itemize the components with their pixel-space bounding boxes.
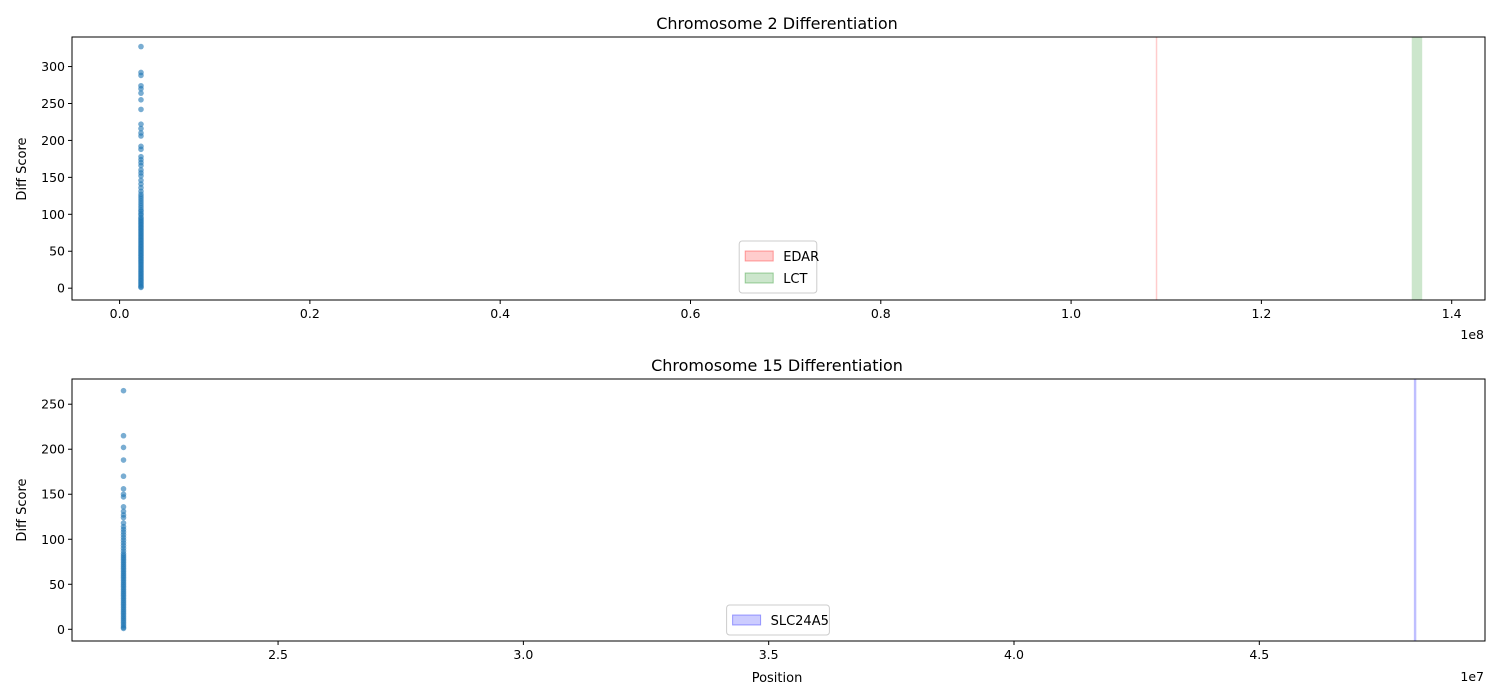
- legend: SLC24A5: [726, 604, 830, 636]
- data-point: [120, 486, 127, 492]
- legend-label: EDAR: [783, 250, 819, 265]
- data-point: [120, 432, 127, 439]
- x-tick-label: 0.2: [300, 306, 320, 321]
- chromosome-2-panel: Chromosome 2 Differentiation Diff Score …: [15, 14, 1486, 342]
- y-axis-label: Diff Score: [15, 478, 30, 541]
- x-axis-offset-label: 1e7: [1460, 669, 1484, 684]
- x-axis-label: Position: [752, 671, 803, 686]
- y-tick-label: 250: [41, 397, 65, 412]
- data-point: [138, 146, 144, 153]
- x-tick-label: 1.4: [1442, 306, 1462, 321]
- data-point: [138, 125, 144, 132]
- legend: EDAR LCT: [738, 240, 819, 294]
- y-tick-label: 100: [41, 207, 65, 222]
- plot-frame: [71, 36, 1486, 301]
- x-tick-label: 1.2: [1251, 306, 1271, 321]
- data-point: [120, 514, 127, 521]
- data-point: [138, 43, 144, 50]
- x-tick-label: 0.0: [110, 306, 130, 321]
- y-axis-label: Diff Score: [15, 137, 30, 200]
- legend-frame: [738, 240, 818, 294]
- data-point: [138, 85, 144, 92]
- chart-title: Chromosome 15 Differentiation: [651, 356, 903, 375]
- y-tick-label: 300: [41, 59, 65, 74]
- data-point: [138, 162, 144, 169]
- data-point: [138, 72, 144, 79]
- chart-title: Chromosome 2 Differentiation: [656, 14, 898, 33]
- legend-swatch: [744, 272, 774, 284]
- legend-swatch: [732, 614, 762, 626]
- data-point: [120, 494, 127, 500]
- x-axis-offset-label: 1e8: [1460, 327, 1484, 342]
- y-tick-label: 50: [49, 577, 65, 592]
- y-tick-label: 50: [49, 244, 65, 259]
- x-tick-label: 3.5: [759, 647, 779, 662]
- x-tick-label: 3.0: [513, 647, 533, 662]
- data-point: [138, 173, 144, 179]
- y-tick-label: 150: [41, 487, 65, 502]
- x-tick-label: 2.5: [268, 647, 288, 662]
- data-point: [120, 444, 127, 451]
- data-point: [120, 387, 127, 394]
- x-tick-label: 0.8: [871, 306, 891, 321]
- legend-label: SLC24A5: [771, 614, 829, 629]
- y-tick-label: 250: [41, 96, 65, 111]
- data-point: [138, 284, 144, 291]
- x-tick-label: 1.0: [1061, 306, 1081, 321]
- data-point: [138, 121, 144, 127]
- data-point: [120, 504, 127, 510]
- x-tick-label: 0.6: [681, 306, 701, 321]
- legend-swatch: [744, 250, 774, 262]
- data-point: [138, 90, 144, 96]
- data-point: [138, 106, 144, 113]
- data-point: [138, 96, 144, 103]
- data-point: [120, 473, 127, 480]
- y-tick-label: 100: [41, 532, 65, 547]
- region-edar: [1155, 37, 1158, 300]
- legend-frame: [726, 604, 830, 636]
- x-tick-label: 4.0: [1004, 647, 1024, 662]
- legend-label: LCT: [783, 272, 807, 287]
- region-lct: [1411, 37, 1423, 300]
- region-slc24a5: [1413, 379, 1417, 641]
- y-tick-label: 200: [41, 442, 65, 457]
- data-point: [138, 133, 144, 139]
- chromosome-15-panel: Chromosome 15 Differentiation Diff Score…: [15, 356, 1486, 686]
- y-tick-label: 0: [57, 622, 65, 637]
- x-tick-label: 4.5: [1249, 647, 1269, 662]
- x-tick-label: 0.4: [490, 306, 510, 321]
- y-tick-label: 0: [57, 281, 65, 296]
- plot-frame: [71, 378, 1486, 642]
- y-tick-label: 150: [41, 170, 65, 185]
- data-point: [120, 625, 127, 632]
- data-point: [120, 457, 127, 463]
- y-tick-label: 200: [41, 133, 65, 148]
